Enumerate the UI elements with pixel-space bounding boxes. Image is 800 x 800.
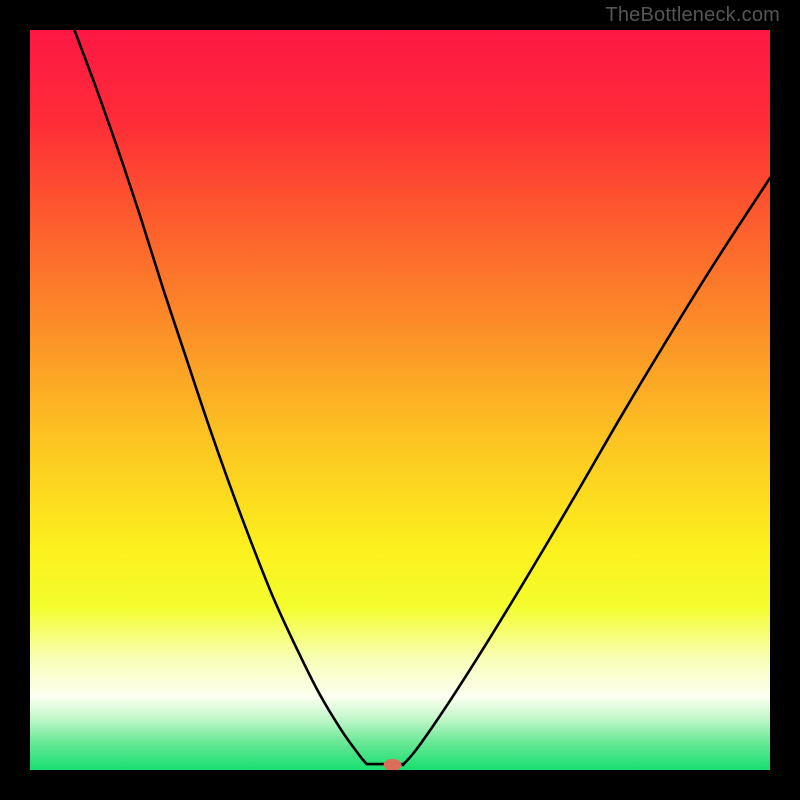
bottleneck-chart <box>0 0 800 800</box>
watermark-text: TheBottleneck.com <box>605 4 780 27</box>
plot-area <box>30 30 770 771</box>
optimum-marker <box>384 759 402 771</box>
gradient-background <box>30 30 770 770</box>
chart-frame: { "canvas": { "width": 800, "height": 80… <box>0 0 800 800</box>
